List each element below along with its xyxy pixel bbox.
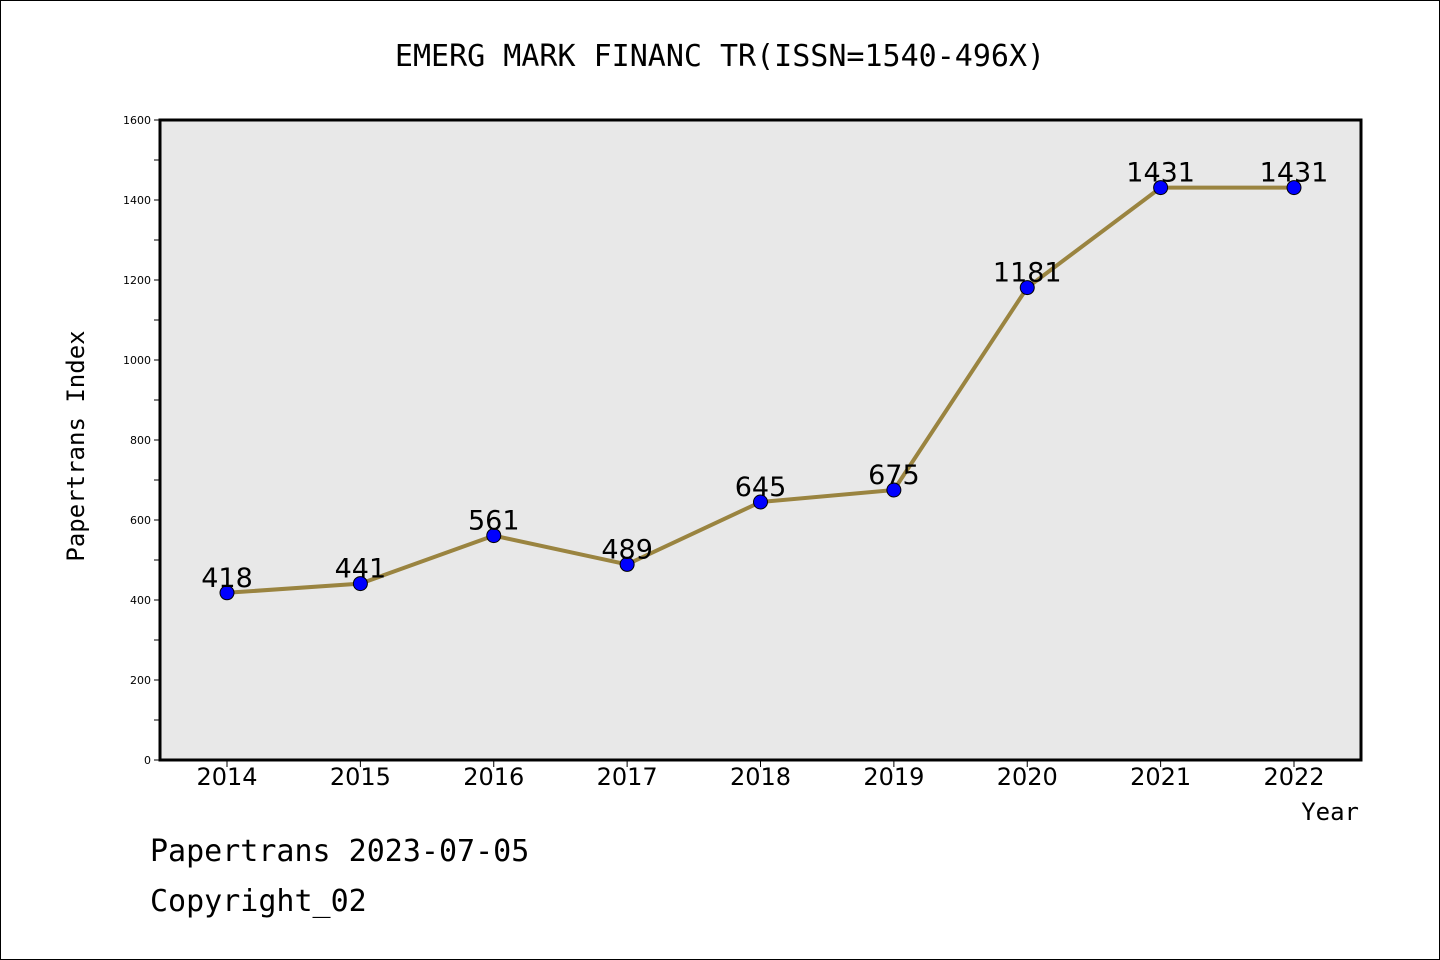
x-tick-label: 2018: [730, 763, 791, 791]
data-points: [219, 180, 1302, 601]
plot-area: [160, 120, 1361, 760]
data-point: [753, 494, 768, 510]
y-tick-label: 0: [144, 754, 151, 767]
y-tick-label: 200: [130, 674, 151, 687]
y-tick-label: 1200: [123, 274, 151, 287]
footer-copyright: Copyright_02: [150, 884, 367, 919]
data-label: 1431: [1126, 158, 1195, 189]
y-tick-label: 600: [130, 514, 151, 527]
data-point: [1019, 280, 1035, 296]
x-axis-label: Year: [1301, 798, 1359, 826]
data-point: [219, 585, 235, 601]
y-axis: 0 200 400 600 800 1000 1200 1400 1600: [123, 114, 160, 767]
x-tick-label: 2020: [997, 763, 1058, 791]
data-label: 441: [335, 554, 387, 585]
x-tick-label: 2019: [863, 763, 924, 791]
data-label: 1181: [993, 258, 1062, 289]
data-point: [1153, 180, 1169, 196]
y-tick-label: 400: [130, 594, 151, 607]
data-label: 561: [468, 506, 520, 537]
data-label: 1431: [1260, 158, 1329, 189]
data-point: [486, 528, 502, 544]
data-point: [1286, 180, 1302, 196]
footer-date-line: Papertrans 2023-07-05: [150, 834, 530, 869]
x-tick-label: 2015: [330, 763, 391, 791]
y-tick-label: 1000: [123, 354, 151, 367]
data-label: 489: [601, 534, 653, 565]
x-tick-label: 2022: [1263, 763, 1324, 791]
data-label: 675: [868, 460, 920, 491]
data-label: 645: [735, 472, 787, 503]
chart-title: EMERG MARK FINANC TR(ISSN=1540-496X): [395, 39, 1045, 74]
x-tick-label: 2016: [463, 763, 524, 791]
y-tick-label: 1400: [123, 194, 151, 207]
y-axis-label: Papertrans Index: [62, 330, 90, 561]
data-point: [352, 576, 368, 592]
x-tick-label: 2021: [1130, 763, 1191, 791]
x-tick-label: 2017: [597, 763, 658, 791]
data-label: 418: [201, 563, 253, 594]
data-labels: 418 441 561 489 645 675 1181 1431 1431: [201, 158, 1328, 594]
data-point: [886, 482, 902, 498]
data-point: [619, 556, 635, 572]
x-axis: 2014 2015 2016 2017 2018 2019 2020 2021 2022: [196, 760, 1325, 791]
x-tick-label: 2014: [196, 763, 257, 791]
y-tick-label: 800: [130, 434, 151, 447]
y-tick-label: 1600: [123, 114, 151, 127]
plot-border: [158, 118, 1363, 762]
